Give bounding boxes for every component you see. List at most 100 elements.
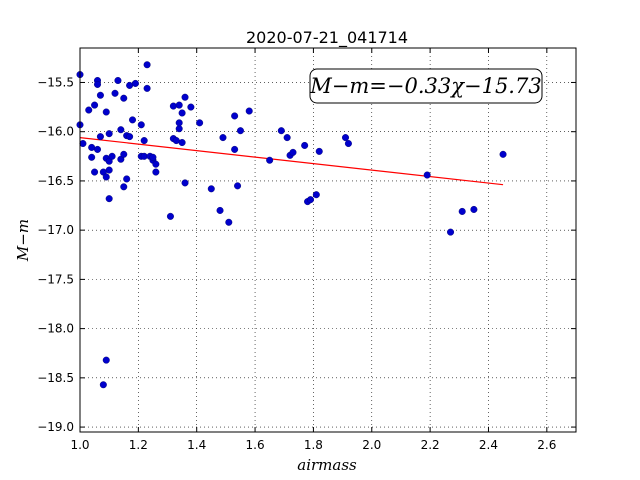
data-point: [79, 140, 87, 148]
x-tick-label: 1.8: [304, 438, 323, 452]
y-tick-label: −17.5: [37, 272, 74, 286]
data-point: [126, 81, 134, 89]
data-point: [231, 145, 239, 153]
data-point: [342, 134, 350, 142]
data-point: [499, 150, 507, 158]
data-point: [102, 173, 110, 181]
grid: [79, 48, 576, 432]
data-point: [283, 134, 291, 142]
data-point: [207, 185, 215, 193]
fit-layer: [79, 137, 504, 186]
data-point: [196, 119, 204, 127]
data-point: [94, 145, 102, 153]
data-point: [129, 116, 137, 124]
y-tick-label: −18.0: [37, 322, 74, 336]
data-point: [120, 150, 128, 158]
data-point: [131, 79, 139, 87]
data-point: [234, 182, 242, 190]
fit-line: [79, 137, 504, 186]
data-point: [231, 112, 239, 120]
x-tick-label: 2.2: [421, 438, 440, 452]
data-point: [344, 140, 352, 148]
chart-title: 2020-07-21_041714: [246, 28, 408, 48]
data-point: [181, 93, 189, 101]
data-point: [143, 61, 151, 69]
data-point: [266, 156, 274, 164]
data-point: [99, 381, 107, 389]
data-point: [301, 141, 309, 149]
data-point: [120, 94, 128, 102]
y-tick-label: −15.5: [37, 75, 74, 89]
data-point: [470, 205, 478, 213]
data-point: [91, 168, 99, 176]
data-point: [94, 80, 102, 88]
data-point: [108, 152, 116, 160]
data-point: [123, 175, 131, 183]
y-tick-label: −17.0: [37, 223, 74, 237]
data-point: [166, 212, 174, 220]
x-tick-label: 1.4: [187, 438, 206, 452]
data-point: [114, 76, 122, 84]
data-point: [187, 103, 195, 111]
data-point: [289, 148, 297, 156]
data-point: [105, 130, 113, 138]
x-tick-label: 2.0: [362, 438, 381, 452]
data-point: [175, 119, 183, 127]
data-point: [447, 228, 455, 236]
plot-area: [80, 48, 576, 432]
data-point: [96, 91, 104, 99]
data-point: [225, 218, 233, 226]
data-point: [117, 126, 125, 134]
data-point: [111, 89, 119, 97]
equation-text: M−m=−0.33χ−15.73: [309, 74, 541, 98]
data-point: [152, 168, 160, 176]
data-point: [181, 179, 189, 187]
data-point: [172, 137, 180, 145]
data-point: [152, 160, 160, 168]
data-point: [120, 183, 128, 191]
data-point: [143, 84, 151, 92]
data-point: [105, 166, 113, 174]
y-tick-label: −18.5: [37, 371, 74, 385]
data-point: [140, 137, 148, 145]
data-point: [88, 143, 96, 151]
data-point: [137, 121, 145, 129]
plot-background: [80, 48, 576, 432]
data-point: [126, 133, 134, 141]
data-point: [169, 102, 177, 110]
plot-frame: [79, 47, 577, 433]
data-point: [178, 139, 186, 147]
data-point: [315, 147, 323, 155]
x-axis-label: airmass: [297, 456, 357, 474]
data-point: [423, 171, 431, 179]
equation-box-frame: [309, 68, 543, 104]
y-tick-label: −16.0: [37, 125, 74, 139]
data-point: [96, 133, 104, 141]
data-point: [219, 134, 227, 142]
data-points: [76, 61, 507, 389]
x-tick-labels: 1.0 1.2 1.4 1.6 1.8 2.0 2.2 2.4 2.6: [70, 438, 556, 452]
data-point: [178, 109, 186, 117]
data-point: [306, 196, 314, 204]
data-point: [458, 207, 466, 215]
data-point: [102, 356, 110, 364]
equation-box: M−m=−0.33χ−15.73: [309, 68, 543, 104]
data-point: [88, 153, 96, 161]
data-point: [91, 101, 99, 109]
data-point: [312, 191, 320, 199]
y-axis-label: M−m: [14, 219, 32, 262]
x-tick-label: 1.6: [246, 438, 265, 452]
x-tick-label: 1.2: [129, 438, 148, 452]
ticks: [79, 48, 576, 432]
x-tick-label: 2.4: [479, 438, 498, 452]
data-point: [140, 152, 148, 160]
data-point: [149, 153, 157, 161]
y-tick-label: −19.0: [37, 420, 74, 434]
data-point: [245, 107, 253, 115]
data-point: [175, 125, 183, 133]
data-point: [105, 195, 113, 203]
y-tick-labels: −15.5 −16.0 −16.5 −17.0 −17.5 −18.0 −18.5 −19.0: [37, 75, 74, 434]
data-point: [277, 127, 285, 135]
data-point: [85, 106, 93, 114]
